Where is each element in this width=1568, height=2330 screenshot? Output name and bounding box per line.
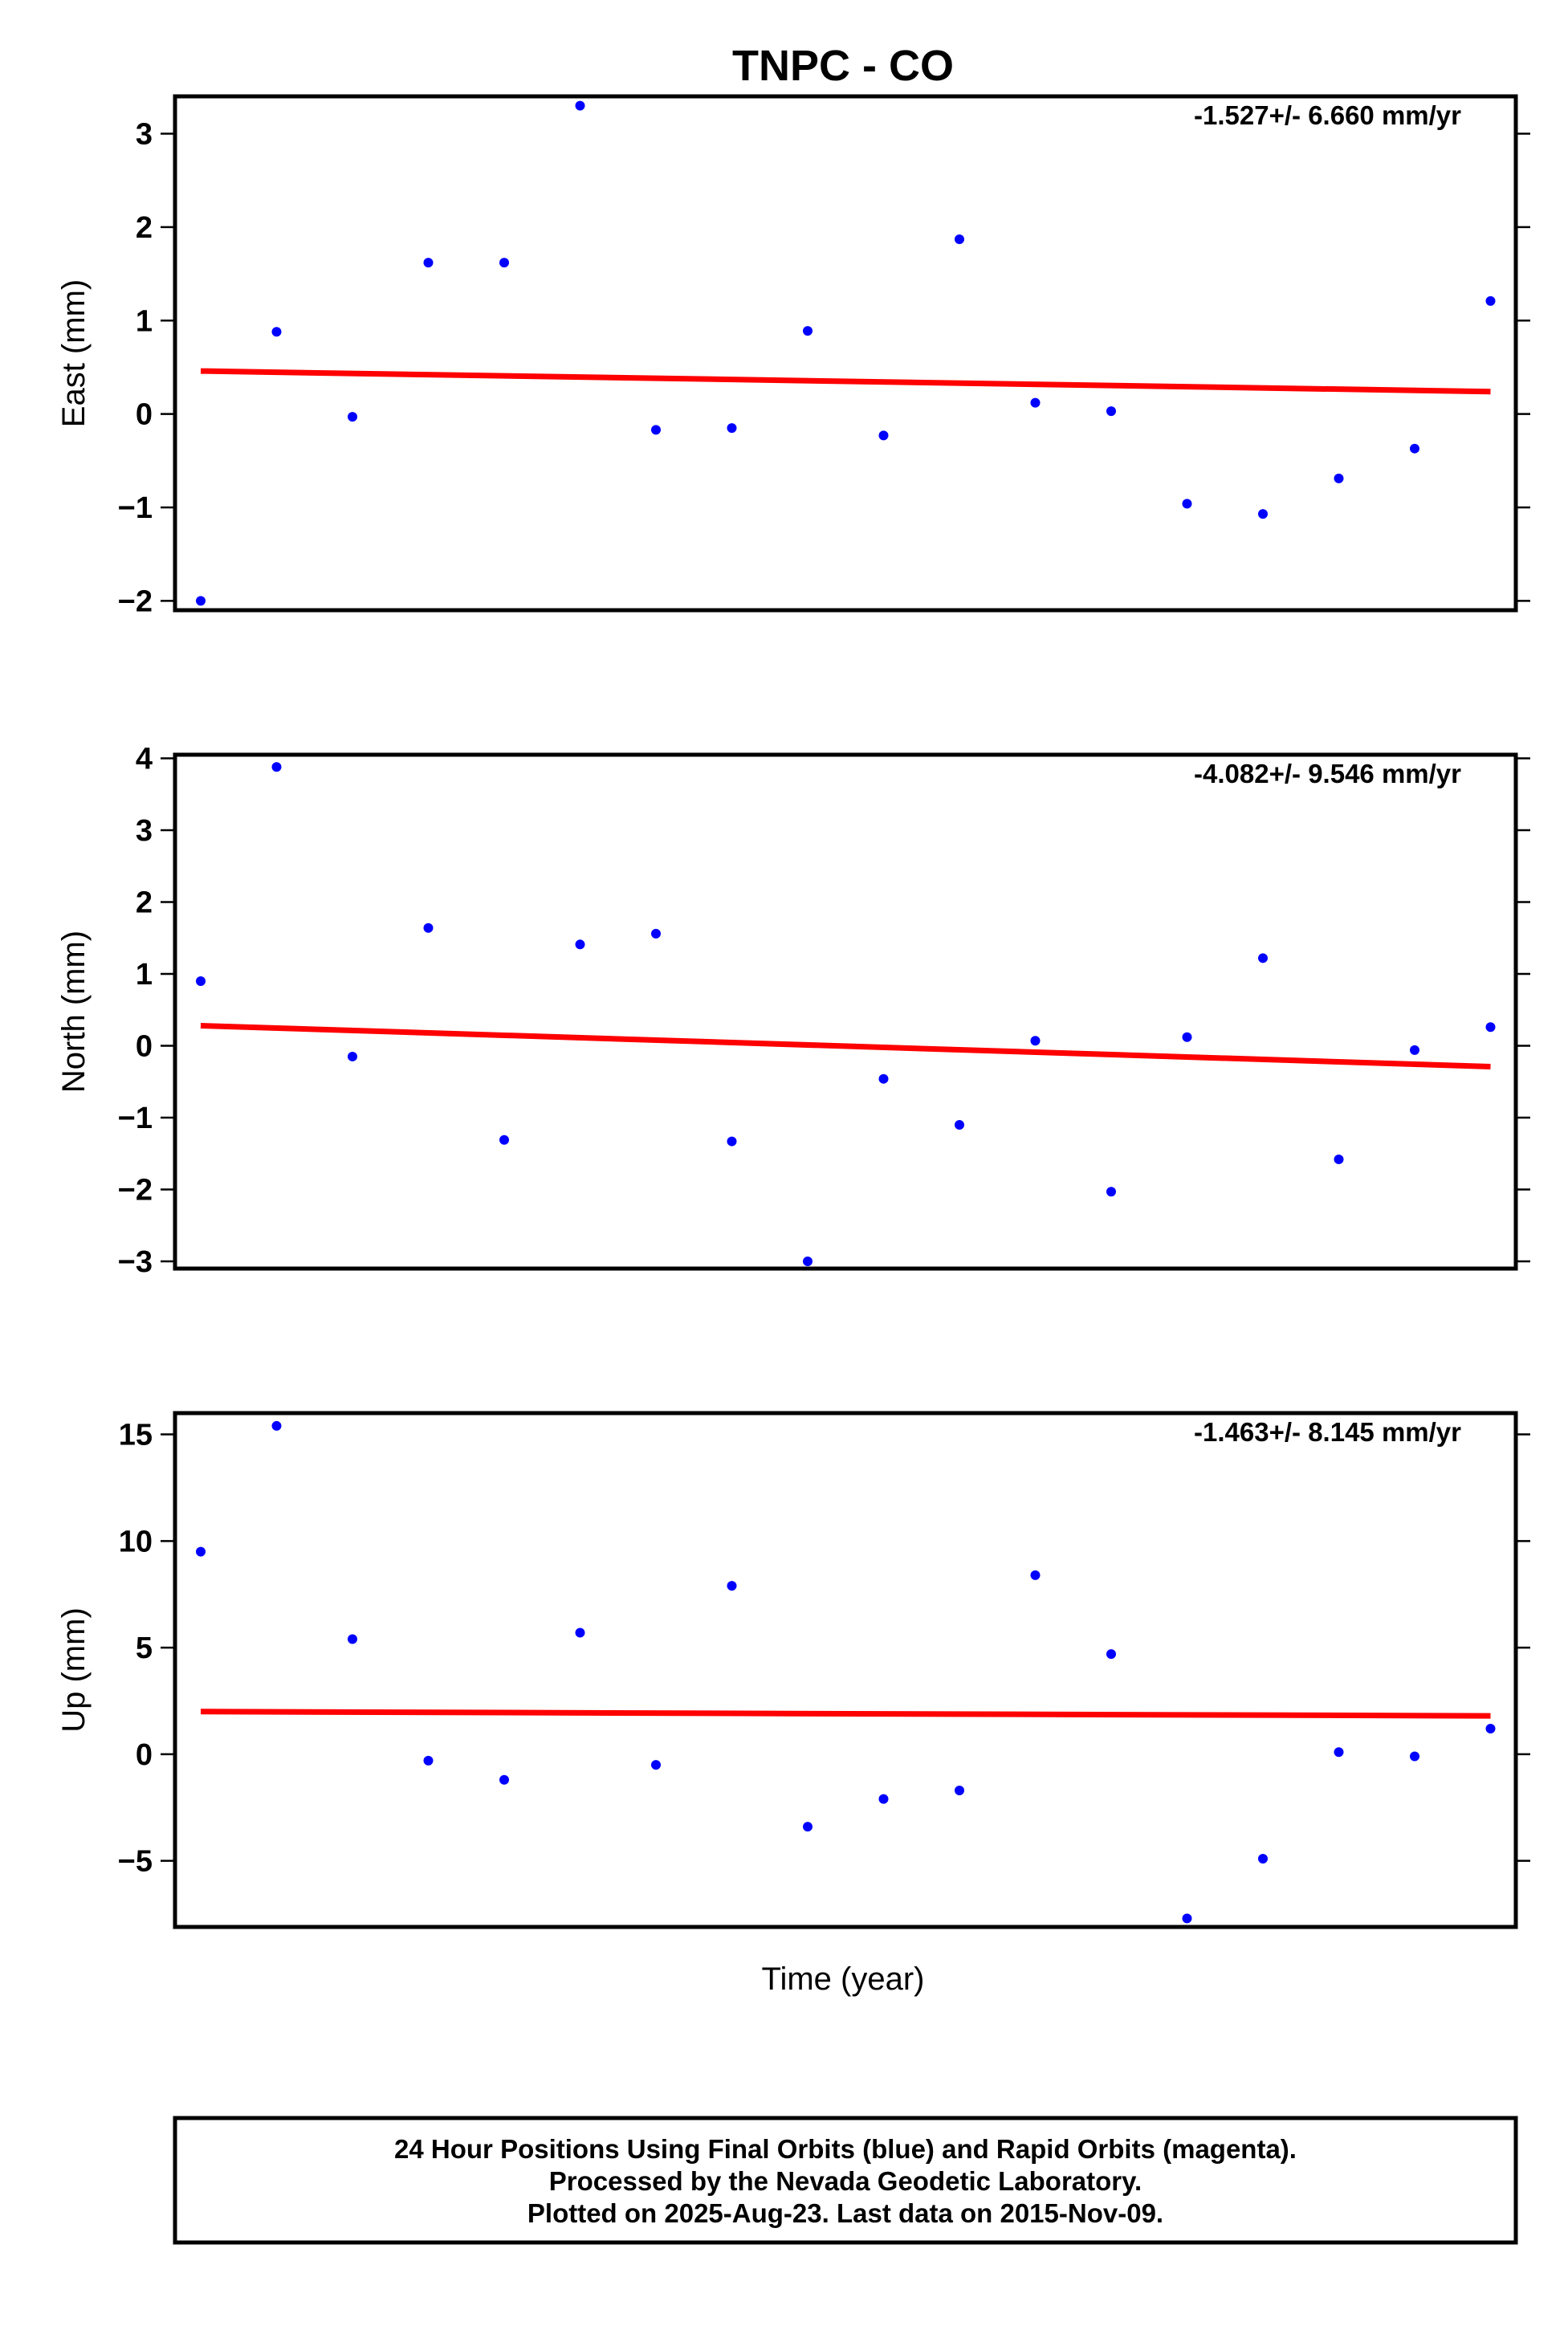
north-data-point — [196, 976, 206, 986]
up-data-point — [727, 1581, 737, 1591]
up-data-point — [1106, 1649, 1116, 1660]
east-data-point — [1485, 295, 1496, 306]
chart-title: TNPC - CO — [732, 42, 954, 90]
up-data-point — [1410, 1751, 1419, 1762]
east-data-point — [955, 234, 964, 245]
east-data-point — [803, 326, 813, 336]
east-data-point — [1334, 473, 1344, 483]
east-plot-frame — [173, 94, 1518, 613]
east-ytick-label: 1 — [136, 304, 153, 338]
east-data-point — [348, 412, 357, 422]
north-data-point — [1485, 1022, 1496, 1033]
east-data-point — [1182, 499, 1192, 509]
north-ytick-label: 4 — [136, 742, 153, 776]
up-data-point — [348, 1634, 357, 1644]
east-data-point — [651, 425, 661, 435]
east-y-axis-label: East (mm) — [56, 279, 92, 427]
east-ytick-label: 3 — [136, 118, 153, 152]
north-data-point — [348, 1051, 357, 1061]
east-data-point — [499, 258, 509, 268]
up-trend-line — [200, 1709, 1491, 1719]
east-ytick-label: 0 — [136, 398, 153, 432]
north-panel: −3 −2 −1 0 1 2 3 4 North (mm) -4.082+/- 9.546 mm/… — [56, 742, 1530, 1279]
east-ytick-label: 2 — [136, 211, 153, 245]
east-data-point — [1410, 443, 1419, 454]
up-data-point — [1334, 1747, 1344, 1758]
east-ytick-label: −2 — [118, 585, 153, 618]
east-panel: −2 −1 0 1 2 3 East (mm) -1.527+/- 6.660 mm/yr — [56, 94, 1530, 618]
east-data-point — [1106, 406, 1116, 417]
x-axis-label: Time (year) — [762, 1961, 925, 1997]
up-ytick-label: −5 — [118, 1845, 153, 1879]
north-data-point — [1030, 1036, 1041, 1046]
north-data-point — [1258, 953, 1268, 963]
up-rate-label: -1.463+/- 8.145 mm/yr — [1194, 1417, 1461, 1447]
east-ytick-label: −1 — [118, 491, 153, 525]
east-data-point — [727, 423, 737, 434]
north-data-point — [271, 762, 282, 772]
up-data-point — [1182, 1913, 1192, 1924]
up-data-point — [651, 1760, 661, 1770]
north-ytick-label: 1 — [136, 958, 153, 992]
north-ytick-label: −3 — [118, 1245, 153, 1279]
north-ytick-label: 3 — [136, 814, 153, 848]
up-ytick-label: 0 — [136, 1738, 153, 1772]
north-data-point — [955, 1119, 964, 1130]
up-data-point — [803, 1822, 813, 1832]
east-data-point — [1030, 397, 1041, 408]
footer-line-1: 24 Hour Positions Using Final Orbits (bl… — [394, 2134, 1297, 2164]
north-data-point — [727, 1136, 737, 1147]
north-data-point — [575, 939, 585, 950]
up-data-point — [196, 1546, 206, 1557]
up-ytick-label: 10 — [119, 1525, 153, 1558]
east-data-point — [575, 100, 585, 111]
north-data-point — [1106, 1187, 1116, 1197]
up-data-point — [1030, 1570, 1041, 1580]
east-data-point — [423, 258, 434, 268]
east-rate-label: -1.527+/- 6.660 mm/yr — [1194, 100, 1461, 130]
east-trend-line — [200, 368, 1491, 395]
north-ytick-label: −1 — [118, 1102, 153, 1135]
up-data-point — [878, 1794, 889, 1804]
up-data-point — [575, 1627, 585, 1638]
north-data-point — [499, 1134, 509, 1145]
up-data-point — [1258, 1854, 1268, 1864]
east-data-point — [1258, 509, 1268, 519]
east-data-point — [878, 430, 889, 441]
north-data-point — [803, 1257, 813, 1267]
east-data-point — [196, 596, 206, 606]
north-ytick-label: 2 — [136, 886, 153, 919]
up-ytick-label: 15 — [119, 1419, 153, 1452]
up-data-point — [499, 1774, 509, 1785]
north-data-point — [651, 928, 661, 939]
north-data-point — [423, 923, 434, 933]
north-data-point — [1334, 1154, 1344, 1164]
north-ytick-label: −2 — [118, 1174, 153, 1208]
footer-box — [173, 2116, 1518, 2245]
north-data-point — [1410, 1045, 1419, 1055]
north-plot-frame — [173, 752, 1518, 1271]
north-trend-line — [200, 1022, 1491, 1069]
up-y-axis-label: Up (mm) — [56, 1607, 92, 1733]
up-data-point — [423, 1755, 434, 1766]
north-ytick-label: 0 — [136, 1030, 153, 1064]
north-y-axis-label: North (mm) — [56, 931, 92, 1093]
north-data-point — [1182, 1032, 1192, 1042]
north-rate-label: -4.082+/- 9.546 mm/yr — [1194, 759, 1461, 788]
north-data-point — [878, 1073, 889, 1084]
up-data-point — [271, 1420, 282, 1431]
up-panel: −5 0 5 10 15 Up (mm) -1.463+/- 8.145 mm/yr — [56, 1411, 1530, 1929]
footer-line-3: Plotted on 2025-Aug-23. Last data on 201… — [527, 2198, 1163, 2228]
footer-line-2: Processed by the Nevada Geodetic Laborat… — [549, 2166, 1142, 2196]
up-data-point — [955, 1786, 964, 1796]
east-data-point — [271, 327, 282, 337]
up-ytick-label: 5 — [136, 1631, 153, 1665]
up-plot-frame — [173, 1411, 1518, 1929]
up-data-point — [1485, 1724, 1496, 1734]
